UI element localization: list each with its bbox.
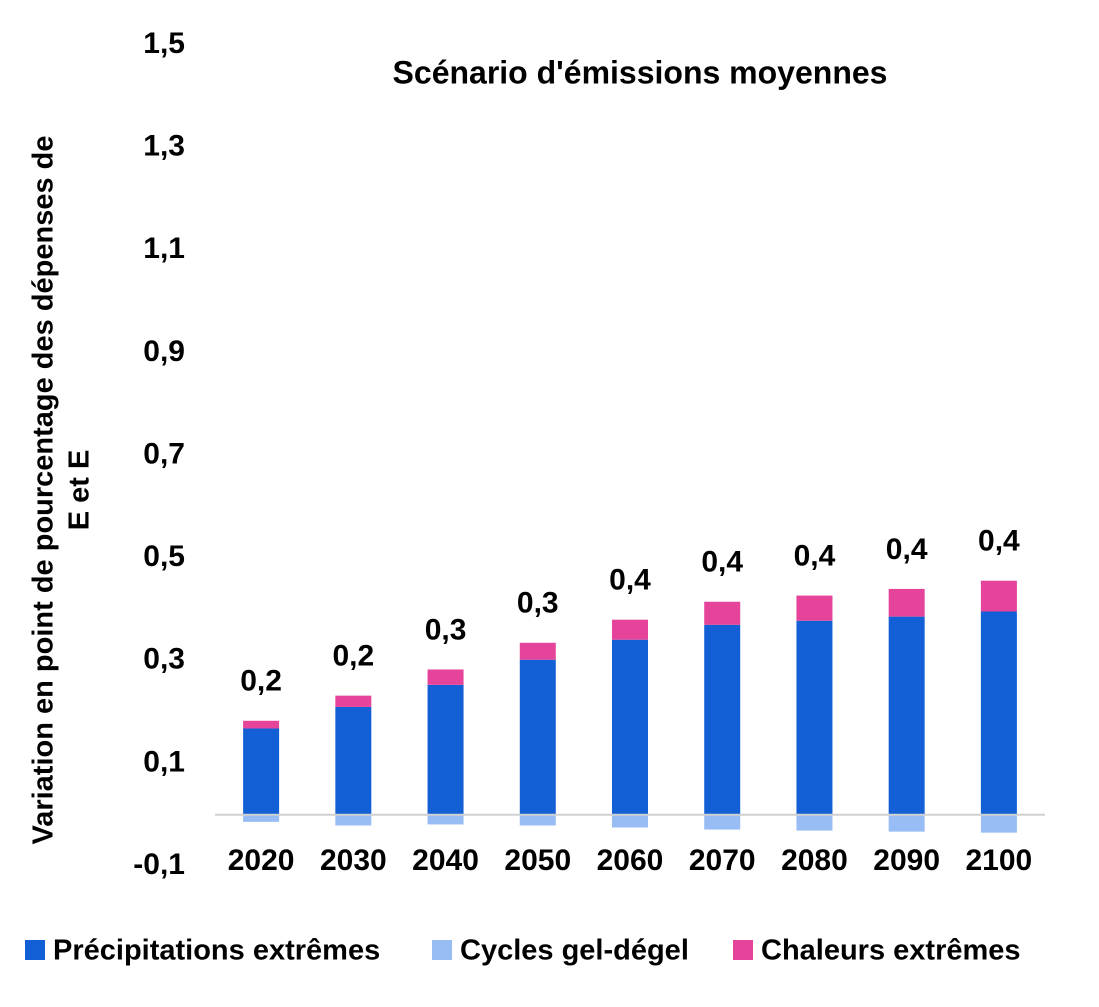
bar-segment [427,684,464,815]
legend-swatch [733,940,753,960]
x-tick-label: 2040 [412,844,479,877]
total-label: 0,2 [332,640,374,673]
bar-segment [612,619,648,640]
total-label: 0,4 [886,533,928,566]
bar-segment [243,728,280,815]
bar-segment [519,659,556,815]
bar-segment [519,814,556,826]
legend-swatch [25,940,45,960]
x-tick-label: 2030 [320,844,387,877]
bar-segment [335,814,372,826]
bar-segment [980,814,1017,833]
total-label: 0,3 [425,613,467,646]
bar-segment [888,616,925,815]
y-tick-label: 0,3 [143,643,185,676]
y-axis-title-line: Variation en point de pourcentage des dé… [28,135,60,844]
total-label: 0,4 [701,546,743,579]
x-tick-label: 2050 [504,844,571,877]
legend-label: Cycles gel-dégel [460,935,689,967]
total-label: 0,4 [794,540,836,573]
x-tick-label: 2100 [966,844,1033,877]
bar-segment [519,642,556,660]
bar-segment [704,601,741,625]
bar-segment [980,580,1017,612]
total-label: 0,4 [609,564,651,597]
y-tick-label: -0,1 [133,848,185,881]
bar-segment [796,595,833,621]
bar-segment [335,706,372,815]
bar-segment [980,611,1017,815]
x-tick-label: 2020 [228,844,295,877]
bar-segment [888,588,925,617]
bar-segment [796,814,833,831]
y-tick-label: 0,5 [143,540,185,573]
y-tick-label: 0,7 [143,437,185,470]
legend-label: Chaleurs extrêmes [761,935,1021,967]
total-label: 0,3 [517,587,559,620]
bar-segment [612,639,648,815]
bar-segment [888,814,925,832]
y-tick-label: 1,5 [143,27,185,60]
bar-segment [612,814,648,828]
total-label: 0,2 [240,665,282,698]
x-tick-label: 2080 [781,844,848,877]
y-axis-title-line: E et E [64,450,96,531]
bar-segment [335,695,372,707]
bar-segment [427,814,464,825]
bar-segment [243,814,280,822]
y-axis-title: Variation en point de pourcentage des dé… [28,135,96,844]
bar-segment [704,814,741,830]
bar-segment [704,624,741,815]
total-label: 0,4 [978,525,1020,558]
legend-swatch [432,940,452,960]
bar-segment [796,620,833,815]
legend-label: Précipitations extrêmes [53,935,380,967]
y-tick-label: 0,9 [143,335,185,368]
x-tick-label: 2090 [873,844,940,877]
bar-segment [243,720,280,729]
bar-segment [427,669,464,685]
chart-title: Scénario d'émissions moyennes [393,54,888,90]
y-tick-label: 1,3 [143,130,185,163]
y-tick-label: 0,1 [143,745,185,778]
y-tick-label: 1,1 [143,232,185,265]
x-tick-label: 2060 [597,844,664,877]
x-tick-label: 2070 [689,844,756,877]
